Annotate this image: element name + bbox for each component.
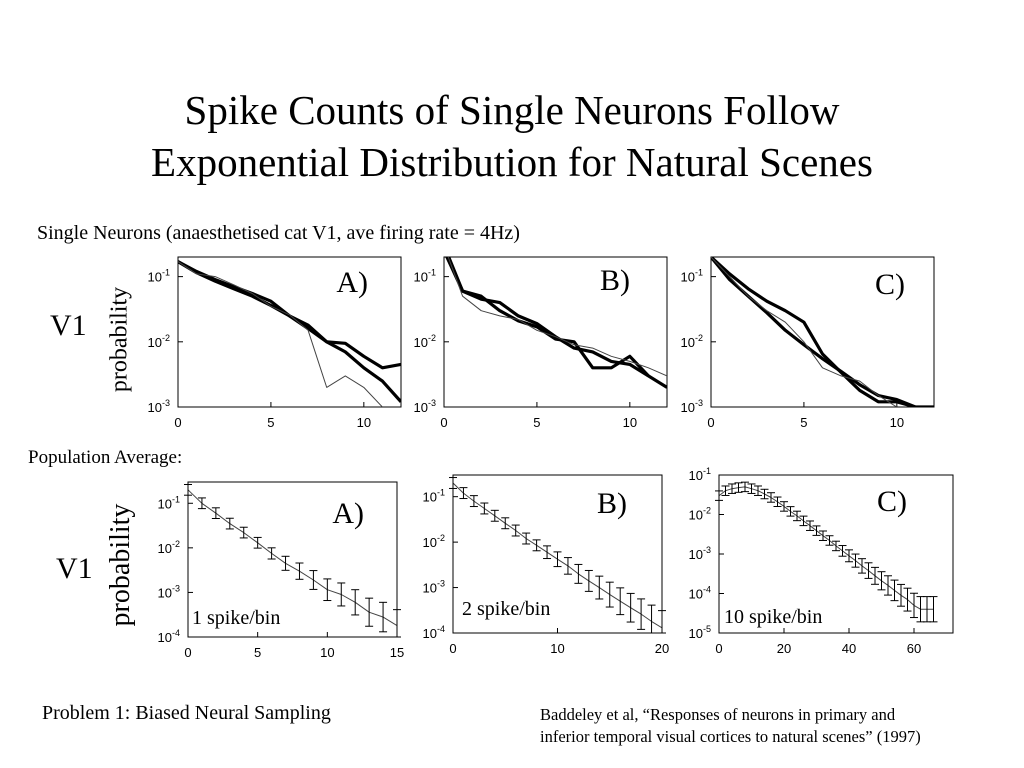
panel-1-axes-frame (177, 256, 402, 408)
panel-4-x-tick-label-0: 0 (184, 645, 191, 660)
title-line-2: Exponential Distribution for Natural Sce… (151, 139, 873, 185)
panel-2-x-tick-label-2: 10 (623, 415, 637, 430)
panel-5-y-tick-label-3: 10-4 (423, 624, 445, 641)
panel-6-y-tick-label-0: 10-1 (689, 466, 711, 483)
slide-title: Spike Counts of Single Neurons Follow Ex… (0, 84, 1024, 188)
panel-1-x-tick-label-0: 0 (174, 415, 181, 430)
panel-5-y-tick-label-1: 10-2 (423, 533, 445, 550)
panel-2-y-tick-label-2: 10-3 (414, 398, 436, 415)
panel-1-series-line-1 (178, 260, 401, 403)
panel-2-y-tick-label-1: 10-2 (414, 333, 436, 350)
panel-5-y-tick-label-0: 10-1 (423, 488, 445, 505)
panel-6-series-line-0 (719, 486, 934, 610)
panel-3-x-tick-label-0: 0 (707, 415, 714, 430)
panel-3-y-tick-label-1: 10-2 (681, 333, 703, 350)
panel-6-annotation: 10 spike/bin (724, 606, 822, 628)
panel-2-series-line-2 (447, 257, 667, 377)
panel-4-annotation: 1 spike/bin (192, 607, 280, 629)
panel-6-x-tick-label-1: 20 (777, 641, 791, 656)
panel-4-letter: A) (332, 497, 364, 530)
panel-3-y-tick-label-2: 10-3 (681, 398, 703, 415)
panel-4-series-line-0 (188, 489, 397, 627)
panel-2-series-line-0 (446, 257, 667, 389)
panel-3-x-tick-label-2: 10 (890, 415, 904, 430)
panel-3-letter: C) (875, 268, 905, 301)
panel-2-y-tick-label-0: 10-1 (414, 268, 436, 285)
panel-1-y-tick-label-2: 10-3 (148, 398, 170, 415)
panel-6-y-tick-label-4: 10-5 (689, 624, 711, 641)
panel-2-letter: B) (600, 264, 630, 297)
panel-5-x-tick-label-1: 10 (550, 641, 564, 656)
panel-5-x-tick-label-2: 20 (655, 641, 669, 656)
panel-4-x-tick-label-2: 10 (320, 645, 334, 660)
panel-6-letter: C) (877, 485, 907, 518)
panel-6-y-tick-label-3: 10-4 (689, 585, 711, 602)
panel-3-axes-frame (710, 256, 935, 408)
population-average-caption: Population Average: (28, 447, 183, 468)
single-neurons-caption: Single Neurons (anaesthetised cat V1, av… (37, 222, 520, 244)
panel-1-x-tick-label-2: 10 (357, 415, 371, 430)
panel-2-series-line-1 (445, 257, 650, 378)
panel-1-y-tick-label-0: 10-1 (148, 268, 170, 285)
panel-6-x-tick-label-2: 40 (842, 641, 856, 656)
panel-1-y-tick-label-1: 10-2 (148, 333, 170, 350)
panel-5-y-tick-label-2: 10-3 (423, 579, 445, 596)
row-label-bottom: V1 (56, 552, 93, 585)
panel-3-series-line-0 (711, 257, 916, 407)
panel-1-letter: A) (336, 266, 368, 299)
panel-1-x-tick-label-1: 5 (267, 415, 274, 430)
panel-5-annotation: 2 spike/bin (462, 598, 550, 620)
panel-4-axes-frame (187, 481, 398, 638)
panel-6-y-tick-label-1: 10-2 (689, 506, 711, 523)
panel-3-series-line-2 (711, 257, 898, 407)
panel-4-x-tick-label-1: 5 (254, 645, 261, 660)
panel-4-y-tick-label-2: 10-3 (158, 583, 180, 600)
panel-6-y-tick-label-2: 10-3 (689, 545, 711, 562)
panel-4-y-tick-label-3: 10-4 (158, 628, 180, 645)
panel-6-x-tick-label-0: 0 (715, 641, 722, 656)
panel-2-axes-frame (443, 256, 668, 408)
title-line-1: Spike Counts of Single Neurons Follow (184, 87, 840, 133)
panel-3-x-tick-label-1: 5 (800, 415, 807, 430)
panel-2-x-tick-label-0: 0 (440, 415, 447, 430)
panel-5-x-tick-label-0: 0 (449, 641, 456, 656)
problem-statement: Problem 1: Biased Neural Sampling (42, 702, 331, 724)
panel-1-series-line-2 (178, 261, 383, 407)
panel-3-y-tick-label-0: 10-1 (681, 268, 703, 285)
citation: Baddeley et al, “Responses of neurons in… (540, 704, 1010, 748)
panel-5-letter: B) (597, 487, 627, 520)
panel-6-x-tick-label-3: 60 (907, 641, 921, 656)
panel-4-x-tick-label-3: 15 (390, 645, 404, 660)
citation-line-1: Baddeley et al, “Responses of neurons in… (540, 705, 896, 724)
panel-2-x-tick-label-1: 5 (533, 415, 540, 430)
citation-line-2: inferior temporal visual cortices to nat… (540, 727, 921, 746)
panel-4-y-tick-label-1: 10-2 (158, 539, 180, 556)
row-label-top: V1 (50, 309, 87, 342)
panel-4-y-tick-label-0: 10-1 (158, 494, 180, 511)
